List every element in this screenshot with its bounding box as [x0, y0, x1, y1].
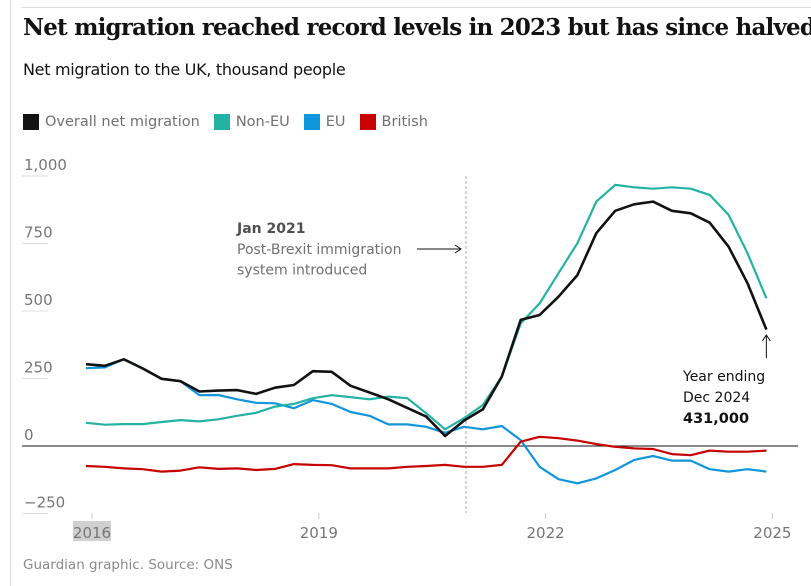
y-tick-label: −250 [24, 494, 65, 512]
legend-swatch [359, 114, 376, 130]
legend-item: EU [303, 114, 346, 130]
y-tick-label: 750 [24, 224, 53, 242]
top-rule [22, 7, 811, 8]
x-tick-highlight [73, 521, 111, 541]
x-tick-label: 2022 [527, 524, 565, 542]
x-tick-label: 2019 [300, 524, 338, 542]
legend-label: British [381, 114, 428, 130]
legend-swatch [303, 114, 320, 130]
legend-item: British [359, 114, 428, 130]
x-tick-label: 2025 [753, 524, 791, 542]
annotation-text: Post-Brexit immigration [237, 242, 401, 258]
legend-item: Non-EU [213, 114, 290, 130]
source-footer: Guardian graphic. Source: ONS [23, 557, 233, 573]
y-tick-label: 1,000 [24, 156, 67, 174]
series-line-eu [85, 358, 767, 485]
annotation-text: Dec 2024 [683, 390, 750, 406]
legend-label: Non-EU [235, 114, 290, 130]
legend-swatch [213, 114, 230, 130]
annotation-text: system introduced [237, 263, 367, 279]
legend-label: Overall net migration [45, 114, 200, 130]
legend-swatch [23, 114, 39, 130]
series-line-overall-net-migration [85, 200, 768, 438]
left-rule [10, 0, 11, 586]
series-line-british [85, 435, 767, 473]
legend: Overall net migration Non-EU EU British [23, 114, 428, 130]
y-tick-label: 0 [24, 426, 34, 444]
legend-label: EU [325, 114, 346, 130]
arrow-up-icon [761, 334, 771, 358]
arrow-right-icon [417, 244, 462, 254]
x-tick-label: 2016 [73, 524, 111, 542]
chart-subtitle: Net migration to the UK, thousand people [23, 60, 346, 79]
y-tick-label: 250 [24, 359, 53, 377]
series-line-non-eu [85, 183, 768, 431]
annotation-text: Year ending [682, 369, 765, 385]
y-tick-label: 500 [24, 291, 53, 309]
chart-title: Net migration reached record levels in 2… [23, 14, 811, 41]
annotation-title: Jan 2021 [236, 221, 305, 237]
annotation-value: 431,000 [683, 411, 749, 427]
legend-item: Overall net migration [23, 114, 200, 130]
